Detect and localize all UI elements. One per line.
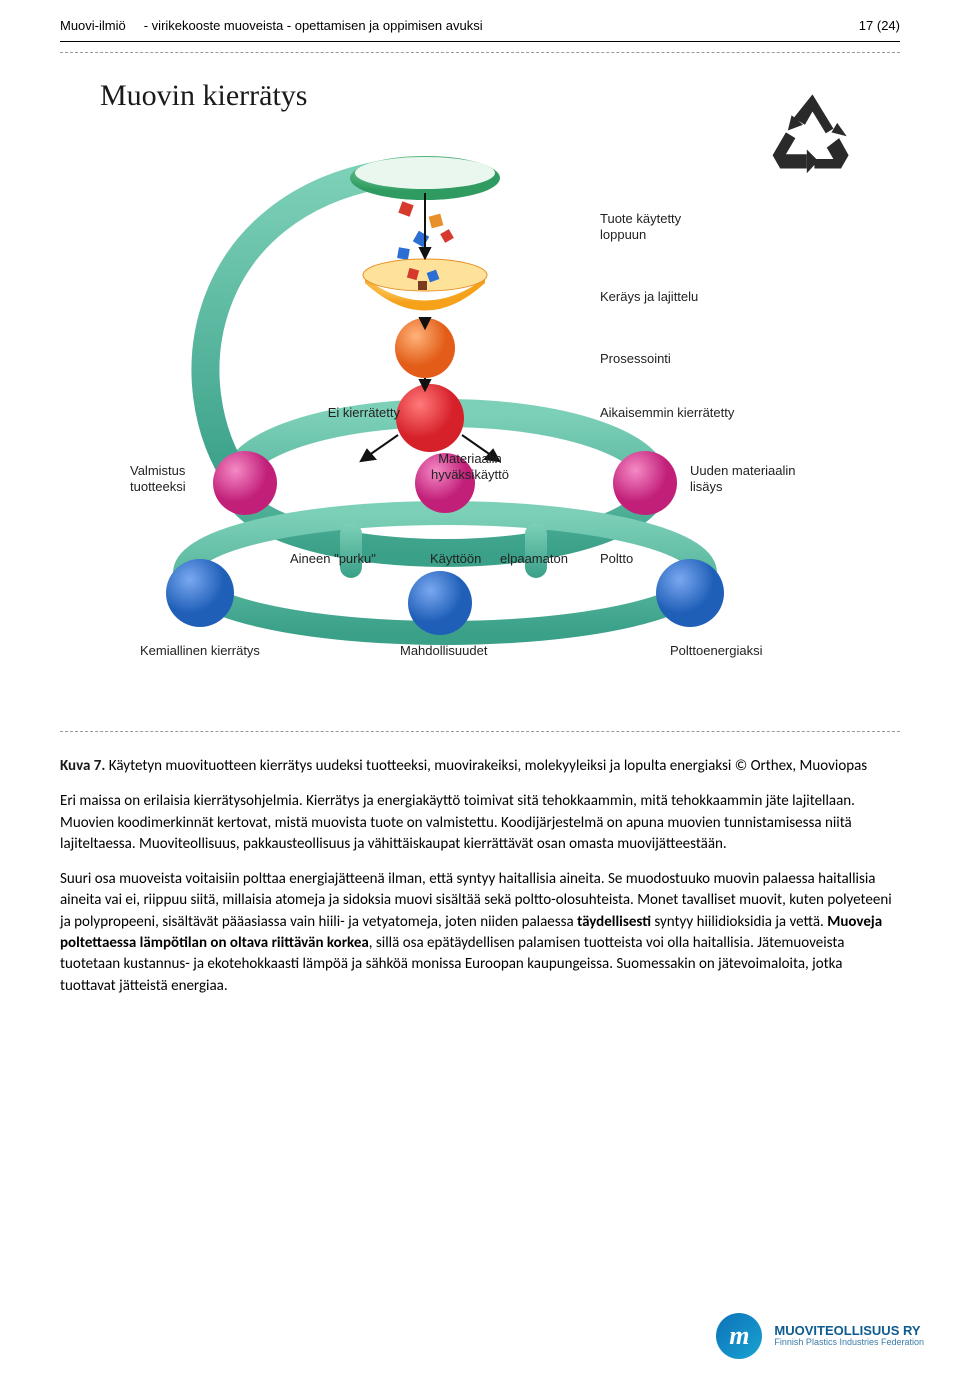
p3-part-b: syntyy hiilidioksidia ja vettä. <box>651 913 827 931</box>
header-rule <box>60 41 900 42</box>
diagram-title: Muovin kierrätys <box>100 79 307 113</box>
label-poltto: Poltto <box>600 551 633 567</box>
label-elpaamaton: elpaamaton <box>500 551 568 567</box>
figure-number: Kuva 7. <box>60 757 105 775</box>
footer-logo-icon: m <box>716 1313 762 1359</box>
label-prosessointi: Prosessointi <box>600 351 671 367</box>
label-materiaalin-hyv: Materiaalin hyväksikäyttö <box>410 451 530 484</box>
label-aineen-purku: Aineen "purku" <box>290 551 376 567</box>
page-header: Muovi-ilmiö - virikekooste muoveista - o… <box>0 0 960 37</box>
label-polttoenergiaksi: Polttoenergiaksi <box>670 643 763 659</box>
footer-org: MUOVITEOLLISUUS RY <box>774 1324 924 1338</box>
footer-sub: Finnish Plastics Industries Federation <box>774 1338 924 1348</box>
recycle-icon <box>765 83 860 178</box>
doc-title: Muovi-ilmiö <box>60 18 126 33</box>
body-paragraph-1: Eri maissa on erilaisia kierrätysohjelmi… <box>60 791 900 855</box>
label-mahdollisuudet: Mahdollisuudet <box>400 643 487 659</box>
p3-bold-1: täydellisesti <box>577 913 651 931</box>
label-aik-kierratetty: Aikaisemmin kierrätetty <box>600 405 734 421</box>
doc-subtitle: - virikekooste muoveista - opettamisen j… <box>144 18 483 33</box>
cycle-illustration <box>130 123 750 683</box>
label-kayttoon: Käyttöön <box>430 551 481 567</box>
label-valmistus: Valmistus tuotteeksi <box>130 463 220 496</box>
footer: m MUOVITEOLLISUUS RY Finnish Plastics In… <box>716 1313 924 1359</box>
body-paragraph-2: Suuri osa muoveista voitaisiin polttaa e… <box>60 869 900 997</box>
label-kemiallinen: Kemiallinen kierrätys <box>140 643 260 659</box>
recycling-diagram: Muovin kierrätys <box>60 52 900 732</box>
footer-text: MUOVITEOLLISUUS RY Finnish Plastics Indu… <box>774 1324 924 1348</box>
label-tuote-loppuun: Tuote käytetty loppuun <box>600 211 681 244</box>
label-kerays: Keräys ja lajittelu <box>600 289 698 305</box>
figure-caption: Kuva 7. Käytetyn muovituotteen kierrätys… <box>60 756 900 777</box>
figure-caption-text: Käytetyn muovituotteen kierrätys uudeksi… <box>109 757 867 775</box>
label-ei-kierratetty: Ei kierrätetty <box>300 405 400 421</box>
page-number: 17 (24) <box>859 18 900 33</box>
label-uuden-mat: Uuden materiaalin lisäys <box>690 463 830 496</box>
caption-block: Kuva 7. Käytetyn muovituotteen kierrätys… <box>60 756 900 997</box>
